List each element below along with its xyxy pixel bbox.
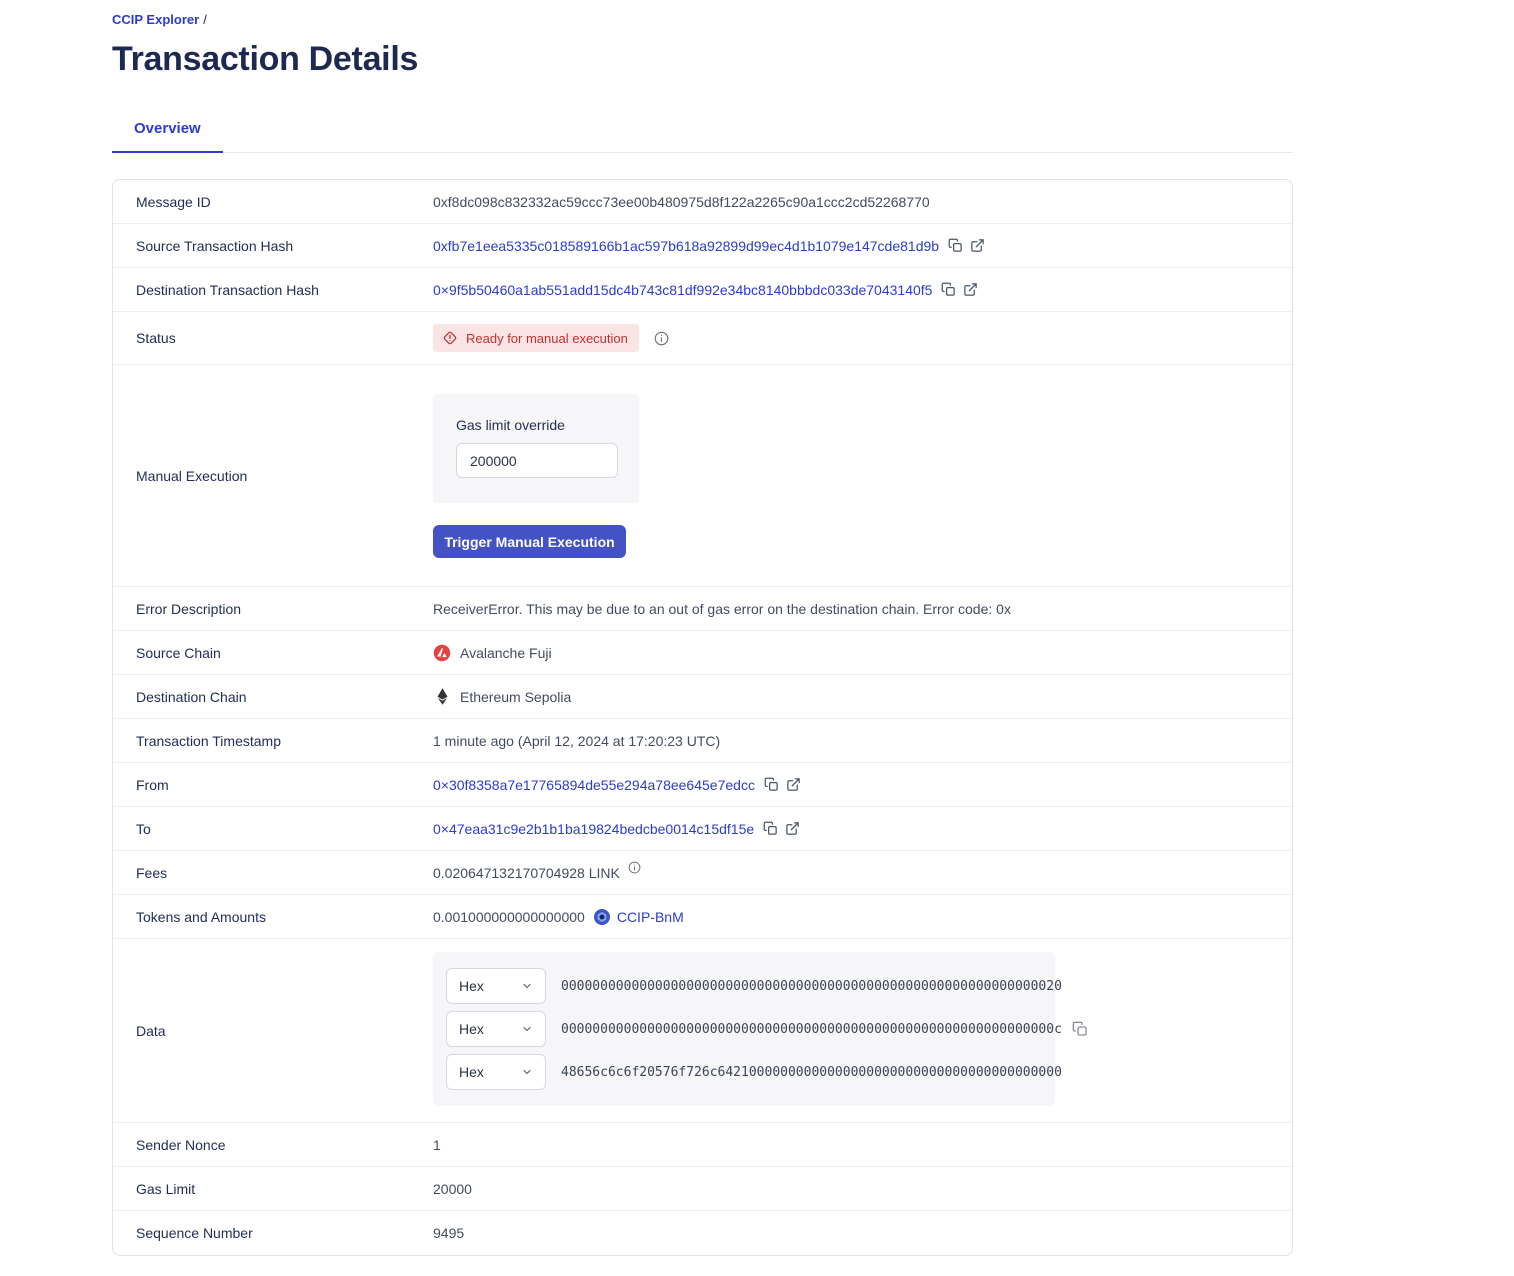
gas-limit-override-label: Gas limit override [456,417,565,433]
hex-format-select-value: Hex [459,978,484,994]
gas-limit-override-panel: Gas limit override [433,394,639,503]
gas-limit-value: 20000 [433,1180,472,1197]
tab-overview[interactable]: Overview [112,110,223,153]
status-badge-text: Ready for manual execution [466,330,628,346]
row-source-chain: Source Chain Avalanche Fuji [113,631,1292,675]
chevron-down-icon [521,980,533,992]
status-label: Status [136,330,176,346]
data-hex-panel: Hex 000000000000000000000000000000000000… [433,952,1062,1106]
sender-nonce-value: 1 [433,1136,441,1153]
row-manual-execution: Manual Execution Gas limit override Trig… [113,365,1292,587]
external-link-icon[interactable] [785,821,800,836]
breadcrumb-separator: / [203,12,207,27]
chevron-down-icon [521,1066,533,1078]
trigger-manual-execution-button[interactable]: Trigger Manual Execution [433,525,626,558]
warning-diamond-icon [442,330,458,346]
copy-icon[interactable] [948,238,963,253]
sequence-number-value: 9495 [433,1225,465,1241]
fees-label: Fees [136,864,168,881]
chevron-down-icon [521,1023,533,1035]
row-tokens-and-amounts: Tokens and Amounts 0.001000000000000000 … [113,895,1292,939]
ethereum-logo-icon [433,688,451,705]
info-icon[interactable] [628,861,641,874]
status-badge: Ready for manual execution [433,324,639,352]
gas-limit-label: Gas Limit [136,1180,196,1197]
hex-format-select[interactable]: Hex [446,1011,546,1047]
avalanche-logo-icon [433,644,451,662]
row-destination-chain: Destination Chain Ethereum Sepolia [113,675,1292,719]
copy-icon[interactable] [941,282,956,297]
row-data: Data Hex 0000000000000000000000000000000… [113,939,1292,1123]
row-error-description: Error Description ReceiverError. This ma… [113,587,1292,631]
main-content: CCIP Explorer / Transaction Details Overv… [112,0,1293,1256]
external-link-icon[interactable] [786,777,801,792]
dest-tx-hash-label: Destination Transaction Hash [136,281,319,298]
row-to: To 0×47eaa31c9e2b1b1ba19824bedcbe0014c15… [113,807,1292,851]
external-link-icon[interactable] [963,282,978,297]
message-id-label: Message ID [136,193,211,210]
transaction-timestamp-label: Transaction Timestamp [136,732,281,749]
from-address-link[interactable]: 0×30f8358a7e17765894de55e294a78ee645e7ed… [433,776,755,793]
data-line: Hex 000000000000000000000000000000000000… [446,1011,1062,1047]
destination-chain-label: Destination Chain [136,688,247,705]
info-icon[interactable] [654,331,669,346]
data-line: Hex 48656c6c6f20576f726c6421000000000000… [446,1054,1062,1090]
error-description-label: Error Description [136,600,242,617]
to-label: To [136,820,151,837]
transaction-details-card: Message ID 0xf8dc098c832332ac59ccc73ee00… [112,179,1293,1256]
tab-bar: Overview [112,110,1293,153]
row-from: From 0×30f8358a7e17765894de55e294a78ee64… [113,763,1292,807]
external-link-icon[interactable] [970,238,985,253]
token-amount-value: 0.001000000000000000 [433,908,585,925]
row-transaction-timestamp: Transaction Timestamp 1 minute ago (Apri… [113,719,1292,763]
hex-format-select[interactable]: Hex [446,968,546,1004]
source-chain-value: Avalanche Fuji [460,644,552,661]
error-description-value: ReceiverError. This may be due to an out… [433,600,1011,617]
row-message-id: Message ID 0xf8dc098c832332ac59ccc73ee00… [113,180,1292,224]
row-sender-nonce: Sender Nonce 1 [113,1123,1292,1167]
ccip-bnm-token-link[interactable]: CCIP-BnM [616,908,684,925]
sender-nonce-label: Sender Nonce [136,1136,226,1153]
source-tx-hash-link[interactable]: 0xfb7e1eea5335c018589166b1ac597b618a9289… [433,237,940,254]
row-sequence-number: Sequence Number 9495 [113,1211,1292,1255]
data-label: Data [136,1022,166,1039]
message-id-value: 0xf8dc098c832332ac59ccc73ee00b480975d8f1… [433,193,930,210]
from-label: From [136,776,169,793]
hex-format-select[interactable]: Hex [446,1054,546,1090]
dest-tx-hash-link[interactable]: 0×9f5b50460a1ab551add15dc4b743c81df992e3… [433,281,933,298]
row-fees: Fees 0.020647132170704928 LINK [113,851,1292,895]
tokens-and-amounts-label: Tokens and Amounts [136,908,266,925]
manual-execution-label: Manual Execution [136,467,248,484]
fees-value: 0.020647132170704928 LINK [433,864,620,881]
to-address-link[interactable]: 0×47eaa31c9e2b1b1ba19824bedcbe0014c15df1… [433,820,755,837]
data-hex-line: 0000000000000000000000000000000000000000… [561,1021,1062,1037]
data-hex-line: 0000000000000000000000000000000000000000… [561,978,1062,994]
copy-icon[interactable] [763,821,778,836]
sequence-number-label: Sequence Number [136,1225,253,1241]
gas-limit-override-input[interactable] [456,443,618,478]
copy-icon[interactable] [1072,1021,1088,1037]
copy-icon[interactable] [764,777,779,792]
ccip-token-icon [593,908,610,925]
row-status: Status Ready for manual execution [113,312,1292,365]
breadcrumb: CCIP Explorer / [112,12,1293,28]
hex-format-select-value: Hex [459,1064,484,1080]
destination-chain-value: Ethereum Sepolia [460,688,572,705]
data-line: Hex 000000000000000000000000000000000000… [446,968,1062,1004]
row-source-tx-hash: Source Transaction Hash 0xfb7e1eea5335c0… [113,224,1292,268]
page-title: Transaction Details [112,40,419,78]
row-dest-tx-hash: Destination Transaction Hash 0×9f5b50460… [113,268,1292,312]
row-gas-limit: Gas Limit 20000 [113,1167,1292,1211]
transaction-timestamp-value: 1 minute ago (April 12, 2024 at 17:20:23… [433,732,721,749]
data-hex-line: 48656c6c6f20576f726c64210000000000000000… [561,1064,1062,1080]
hex-format-select-value: Hex [459,1021,484,1037]
source-chain-label: Source Chain [136,644,221,661]
breadcrumb-ccip-explorer-link[interactable]: CCIP Explorer [112,12,200,27]
source-tx-hash-label: Source Transaction Hash [136,237,294,254]
